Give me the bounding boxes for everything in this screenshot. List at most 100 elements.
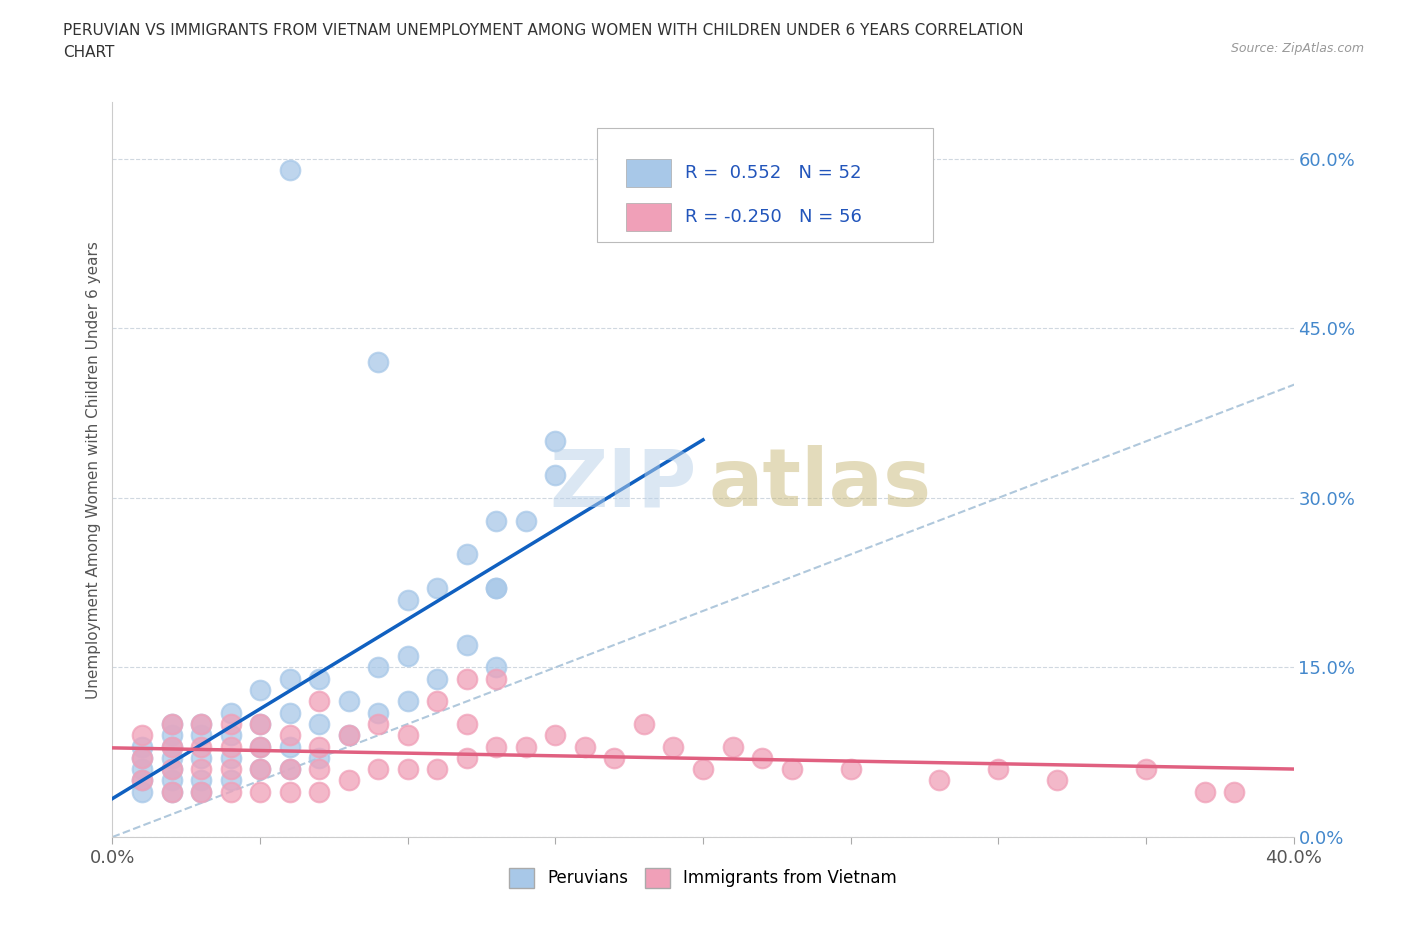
Point bbox=[131, 751, 153, 765]
Point bbox=[337, 728, 360, 743]
Point bbox=[987, 762, 1010, 777]
Point bbox=[456, 751, 478, 765]
Y-axis label: Unemployment Among Women with Children Under 6 years: Unemployment Among Women with Children U… bbox=[86, 241, 101, 698]
Point bbox=[190, 784, 212, 799]
Point bbox=[190, 716, 212, 731]
FancyBboxPatch shape bbox=[626, 203, 671, 231]
Point bbox=[160, 773, 183, 788]
Point bbox=[249, 716, 271, 731]
Point bbox=[160, 784, 183, 799]
Point bbox=[721, 739, 744, 754]
Point bbox=[190, 773, 212, 788]
Point bbox=[219, 728, 242, 743]
Point bbox=[485, 660, 508, 675]
Point bbox=[367, 705, 389, 720]
Point bbox=[131, 739, 153, 754]
Point bbox=[367, 716, 389, 731]
Point bbox=[692, 762, 714, 777]
Point bbox=[219, 773, 242, 788]
Point bbox=[308, 762, 330, 777]
Point bbox=[131, 751, 153, 765]
Point bbox=[219, 705, 242, 720]
Point bbox=[278, 762, 301, 777]
Point bbox=[780, 762, 803, 777]
Point bbox=[308, 751, 330, 765]
Point bbox=[160, 762, 183, 777]
Point bbox=[160, 739, 183, 754]
Point bbox=[485, 581, 508, 596]
Point bbox=[190, 728, 212, 743]
Point bbox=[456, 637, 478, 652]
Point bbox=[839, 762, 862, 777]
Point bbox=[367, 660, 389, 675]
Point bbox=[131, 773, 153, 788]
Point bbox=[337, 694, 360, 709]
Point bbox=[249, 762, 271, 777]
Point bbox=[456, 716, 478, 731]
Point bbox=[190, 751, 212, 765]
Point bbox=[249, 739, 271, 754]
Point bbox=[367, 355, 389, 370]
Point bbox=[456, 547, 478, 562]
Point bbox=[278, 671, 301, 686]
FancyBboxPatch shape bbox=[626, 159, 671, 187]
Point bbox=[426, 671, 449, 686]
Point bbox=[249, 716, 271, 731]
Point bbox=[219, 716, 242, 731]
Point bbox=[1135, 762, 1157, 777]
Point bbox=[278, 163, 301, 178]
Point bbox=[337, 728, 360, 743]
Point bbox=[751, 751, 773, 765]
Point bbox=[190, 716, 212, 731]
Point bbox=[544, 468, 567, 483]
Point bbox=[485, 739, 508, 754]
Point bbox=[662, 739, 685, 754]
Point bbox=[367, 762, 389, 777]
Legend: Peruvians, Immigrants from Vietnam: Peruvians, Immigrants from Vietnam bbox=[502, 861, 904, 895]
Text: R = -0.250   N = 56: R = -0.250 N = 56 bbox=[685, 207, 862, 226]
Point bbox=[396, 762, 419, 777]
Point bbox=[249, 762, 271, 777]
Text: CHART: CHART bbox=[63, 45, 115, 60]
Point bbox=[249, 683, 271, 698]
Point bbox=[426, 762, 449, 777]
Point bbox=[308, 784, 330, 799]
Point bbox=[1223, 784, 1246, 799]
Point bbox=[396, 694, 419, 709]
Point bbox=[190, 784, 212, 799]
Point bbox=[308, 694, 330, 709]
Point bbox=[544, 728, 567, 743]
Text: ZIP: ZIP bbox=[550, 445, 697, 524]
Point bbox=[190, 762, 212, 777]
Point bbox=[308, 739, 330, 754]
Point bbox=[190, 739, 212, 754]
Point bbox=[928, 773, 950, 788]
Point bbox=[278, 728, 301, 743]
Point bbox=[278, 739, 301, 754]
FancyBboxPatch shape bbox=[596, 128, 934, 242]
Point bbox=[396, 592, 419, 607]
Point bbox=[278, 784, 301, 799]
Point bbox=[396, 649, 419, 664]
Point bbox=[131, 773, 153, 788]
Point bbox=[131, 762, 153, 777]
Point bbox=[160, 728, 183, 743]
Point bbox=[219, 739, 242, 754]
Point bbox=[160, 739, 183, 754]
Point bbox=[160, 751, 183, 765]
Point bbox=[131, 728, 153, 743]
Point bbox=[160, 762, 183, 777]
Point bbox=[219, 784, 242, 799]
Point bbox=[485, 671, 508, 686]
Point bbox=[278, 762, 301, 777]
Point bbox=[456, 671, 478, 686]
Point bbox=[544, 434, 567, 449]
Point bbox=[219, 751, 242, 765]
Text: Source: ZipAtlas.com: Source: ZipAtlas.com bbox=[1230, 42, 1364, 55]
Point bbox=[515, 739, 537, 754]
Point bbox=[426, 694, 449, 709]
Text: atlas: atlas bbox=[709, 445, 932, 524]
Point bbox=[396, 728, 419, 743]
Point bbox=[160, 716, 183, 731]
Point bbox=[337, 773, 360, 788]
